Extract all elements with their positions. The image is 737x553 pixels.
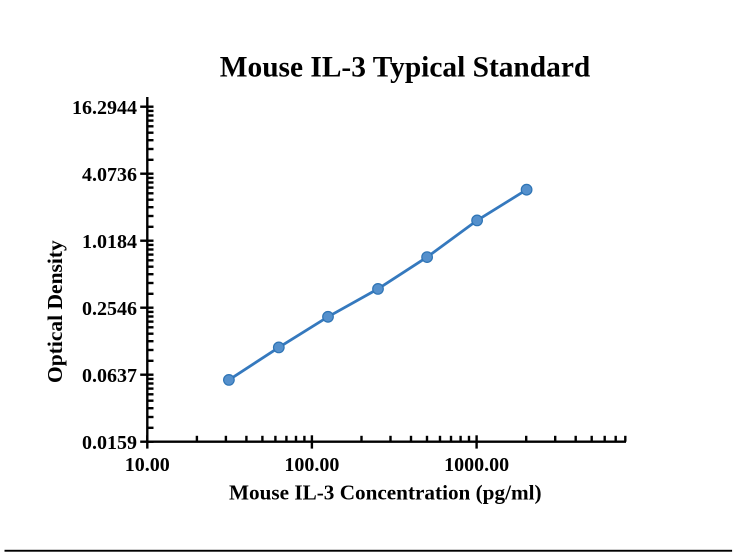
svg-text:1000.00: 1000.00 (444, 454, 509, 476)
svg-text:4.0736: 4.0736 (82, 164, 137, 186)
svg-text:100.00: 100.00 (284, 454, 339, 476)
svg-text:16.2944: 16.2944 (72, 97, 137, 119)
svg-text:0.0159: 0.0159 (82, 432, 137, 454)
svg-text:1.0184: 1.0184 (82, 231, 137, 253)
svg-text:Optical Density: Optical Density (43, 240, 67, 383)
svg-text:Mouse IL-3 Typical Standard: Mouse IL-3 Typical Standard (220, 52, 591, 84)
svg-text:Mouse IL-3 Concentration (pg/m: Mouse IL-3 Concentration (pg/ml) (229, 481, 542, 505)
svg-text:0.2546: 0.2546 (82, 298, 137, 320)
svg-text:0.0637: 0.0637 (82, 365, 137, 387)
svg-text:10.00: 10.00 (125, 454, 170, 476)
